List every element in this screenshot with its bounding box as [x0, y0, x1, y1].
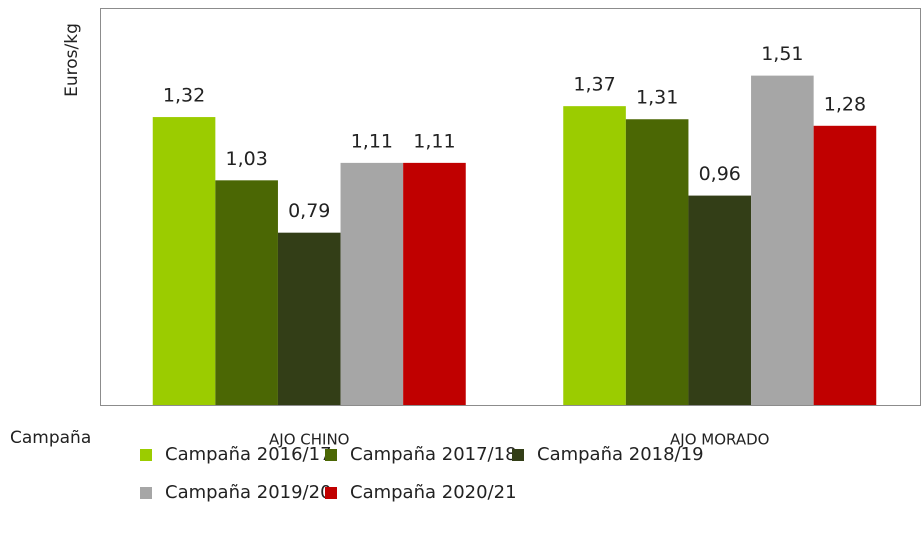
data-label: 1,31 — [636, 87, 678, 109]
x-tick-label: AJO CHINO — [269, 431, 349, 449]
legend-swatch — [512, 449, 524, 461]
legend-label: Campaña 2019/20 — [165, 482, 332, 503]
bar — [340, 162, 404, 405]
data-label: 1,51 — [761, 43, 803, 65]
data-label: 1,37 — [573, 74, 615, 96]
bar — [277, 232, 341, 405]
bar — [751, 75, 814, 405]
x-tick-label: AJO MORADO — [670, 431, 769, 449]
legend-swatch — [325, 449, 337, 461]
data-label: 1,03 — [225, 148, 267, 170]
bar — [688, 195, 752, 405]
data-label: 1,28 — [824, 93, 866, 115]
data-label: 1,11 — [351, 130, 393, 152]
legend-label: Campaña 2018/19 — [537, 444, 704, 465]
bar — [625, 119, 689, 405]
legend-label: Campaña 2020/21 — [350, 482, 517, 503]
legend-swatch — [325, 487, 337, 499]
legend-swatch — [140, 449, 152, 461]
bar — [215, 180, 278, 405]
data-label: 0,79 — [288, 200, 330, 222]
legend-label: Campaña 2017/18 — [350, 444, 517, 465]
bar — [152, 117, 216, 406]
data-label: 1,32 — [163, 85, 205, 107]
data-label: 0,96 — [699, 163, 741, 185]
legend-swatch — [140, 487, 152, 499]
bar — [563, 106, 626, 406]
plot-frame — [100, 8, 921, 406]
x-axis-label: Campaña — [10, 428, 91, 448]
legend-label: Campaña 2016/17 — [165, 444, 332, 465]
bar — [403, 162, 466, 405]
data-label: 1,11 — [413, 130, 455, 152]
y-axis-label: Euros/kg — [62, 23, 82, 97]
bar — [813, 125, 877, 406]
